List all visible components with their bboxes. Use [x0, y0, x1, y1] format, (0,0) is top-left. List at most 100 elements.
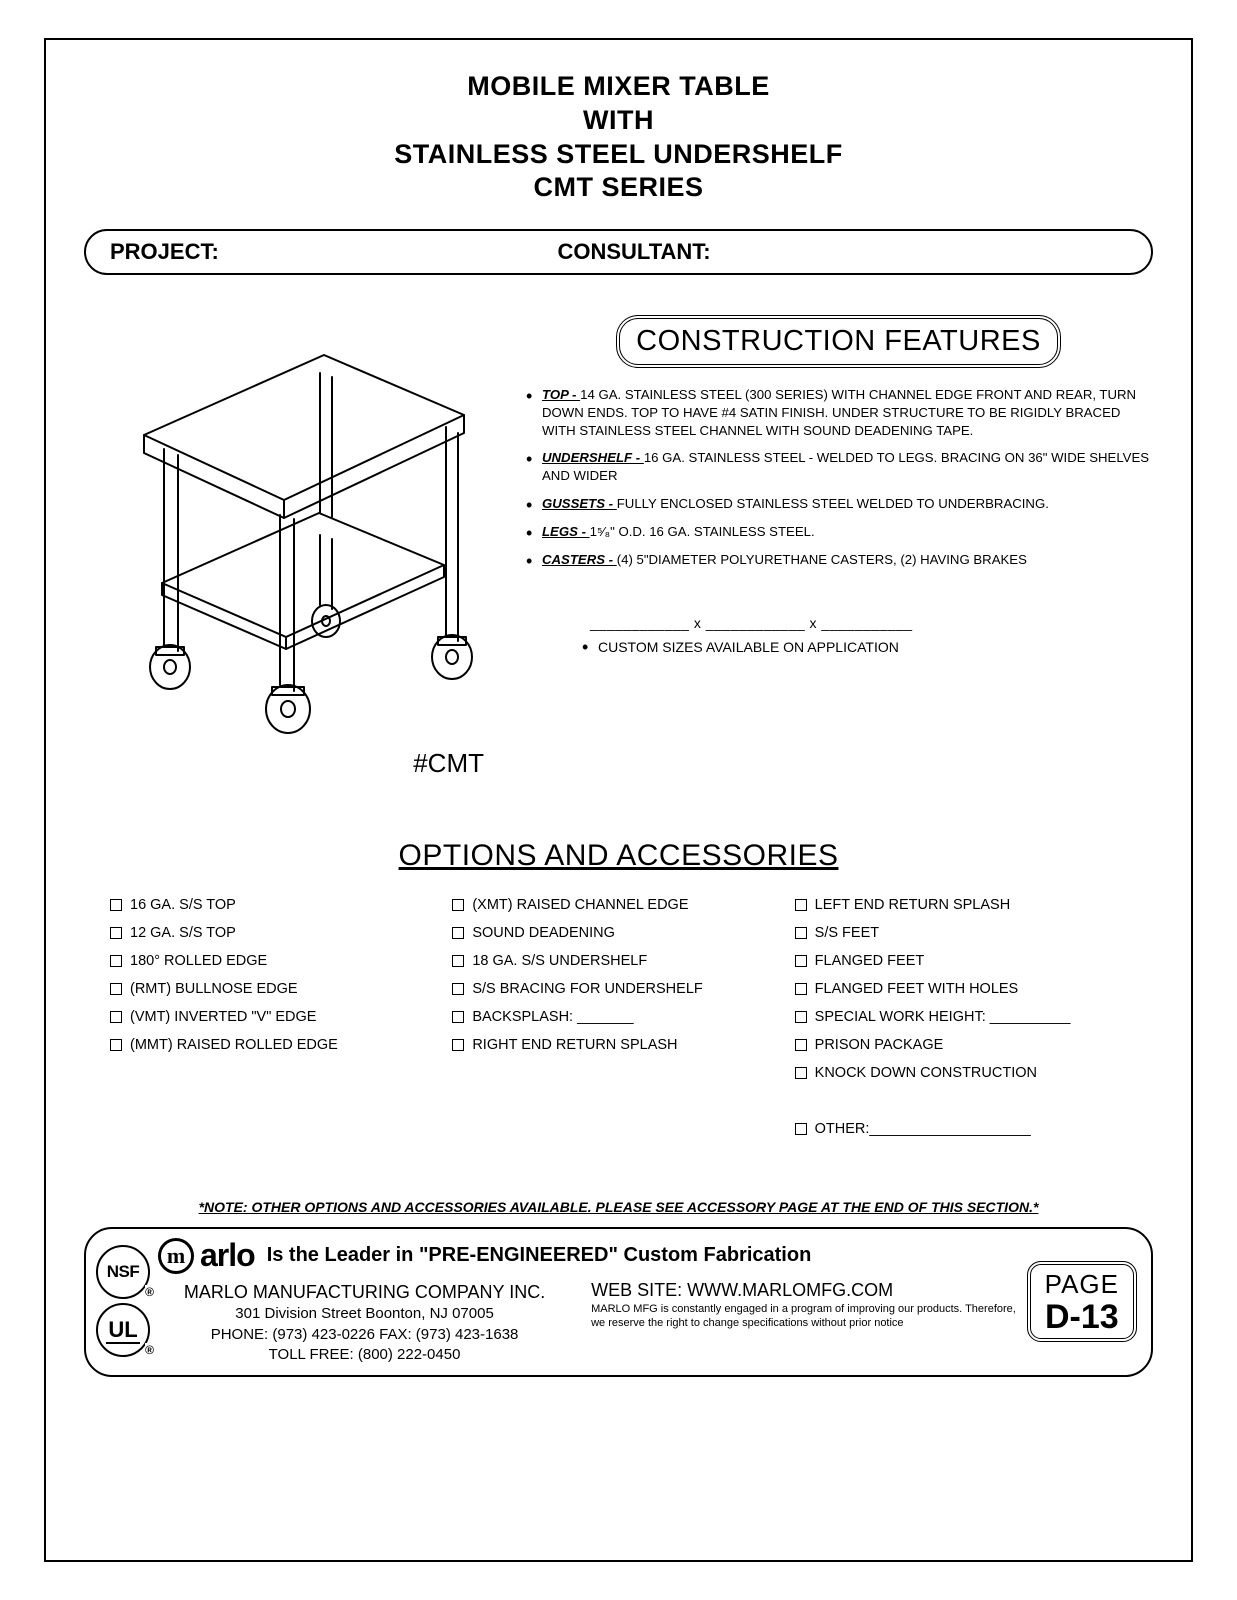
website-url: WEB SITE: WWW.MARLOMFG.COM	[591, 1280, 1019, 1301]
product-image-column: #CMT	[84, 315, 504, 779]
option-item: LEFT END RETURN SPLASH	[795, 897, 1127, 913]
company-name: MARLO MANUFACTURING COMPANY INC.	[158, 1280, 571, 1304]
ul-badge: UL ®	[96, 1303, 150, 1357]
option-item: 12 GA. S/S TOP	[110, 925, 442, 941]
title-line-2: WITH	[84, 104, 1153, 138]
logo-text: arlo	[200, 1237, 255, 1274]
feature-item: TOP - 14 GA. STAINLESS STEEL (300 SERIES…	[524, 386, 1153, 439]
option-label: (XMT) RAISED CHANNEL EDGE	[472, 897, 688, 913]
checkbox-icon[interactable]	[795, 899, 807, 911]
option-item: S/S BRACING FOR UNDERSHELF	[452, 981, 784, 997]
certifications: NSF ® UL ®	[96, 1245, 150, 1357]
mid-row: #CMT CONSTRUCTION FEATURES TOP - 14 GA. …	[84, 315, 1153, 779]
nsf-badge: NSF ®	[96, 1245, 150, 1299]
checkbox-icon[interactable]	[110, 899, 122, 911]
options-column: (XMT) RAISED CHANNEL EDGE SOUND DEADENING…	[452, 897, 784, 1149]
title-block: MOBILE MIXER TABLE WITH STAINLESS STEEL …	[84, 70, 1153, 205]
registered-mark-icon: ®	[145, 1285, 154, 1299]
options-grid: 16 GA. S/S TOP 12 GA. S/S TOP 180° ROLLED …	[84, 897, 1153, 1149]
checkbox-icon[interactable]	[452, 927, 464, 939]
option-item: FLANGED FEET WITH HOLES	[795, 981, 1127, 997]
checkbox-icon[interactable]	[452, 983, 464, 995]
title-line-1: MOBILE MIXER TABLE	[84, 70, 1153, 104]
company-phone: PHONE: (973) 423-0226 FAX: (973) 423-163…	[158, 1325, 571, 1345]
option-label: S/S BRACING FOR UNDERSHELF	[472, 981, 702, 997]
checkbox-icon[interactable]	[110, 927, 122, 939]
options-heading: OPTIONS AND ACCESSORIES	[84, 839, 1153, 873]
option-label: S/S FEET	[815, 925, 879, 941]
option-item: OTHER:____________________	[795, 1121, 1127, 1137]
custom-sizes-note: CUSTOM SIZES AVAILABLE ON APPLICATION	[580, 639, 1153, 655]
option-label: LEFT END RETURN SPLASH	[815, 897, 1011, 913]
feature-item: GUSSETS - FULLY ENCLOSED STAINLESS STEEL…	[524, 495, 1153, 513]
checkbox-icon[interactable]	[110, 1011, 122, 1023]
option-item: PRISON PACKAGE	[795, 1037, 1127, 1053]
checkbox-icon[interactable]	[795, 927, 807, 939]
option-item: BACKSPLASH: _______	[452, 1009, 784, 1025]
features-list: TOP - 14 GA. STAINLESS STEEL (300 SERIES…	[524, 386, 1153, 569]
checkbox-icon[interactable]	[795, 1011, 807, 1023]
feature-item: LEGS - 1⁵⁄₈" O.D. 16 GA. STAINLESS STEEL…	[524, 523, 1153, 541]
option-label: (MMT) RAISED ROLLED EDGE	[130, 1037, 338, 1053]
disclaimer-text: MARLO MFG is constantly engaged in a pro…	[591, 1303, 1019, 1331]
title-line-3: STAINLESS STEEL UNDERSHELF	[84, 138, 1153, 172]
marlo-logo-icon: m	[158, 1238, 194, 1274]
option-item: 16 GA. S/S TOP	[110, 897, 442, 913]
checkbox-icon[interactable]	[452, 1039, 464, 1051]
feature-item: UNDERSHELF - 16 GA. STAINLESS STEEL - WE…	[524, 449, 1153, 485]
options-column: LEFT END RETURN SPLASH S/S FEET FLANGED FE…	[795, 897, 1127, 1149]
footer-info: MARLO MANUFACTURING COMPANY INC. 301 Div…	[158, 1280, 1019, 1365]
option-label: BACKSPLASH: _______	[472, 1009, 633, 1025]
option-item: SOUND DEADENING	[452, 925, 784, 941]
option-label: FLANGED FEET WITH HOLES	[815, 981, 1019, 997]
footer-main: m arlo Is the Leader in "PRE-ENGINEERED"…	[158, 1237, 1019, 1365]
option-item: (RMT) BULLNOSE EDGE	[110, 981, 442, 997]
option-label: KNOCK DOWN CONSTRUCTION	[815, 1065, 1037, 1081]
construction-features-heading: CONSTRUCTION FEATURES	[616, 315, 1061, 368]
option-item: 180° ROLLED EDGE	[110, 953, 442, 969]
company-address: 301 Division Street Boonton, NJ 07005	[158, 1304, 571, 1324]
model-label: #CMT	[84, 748, 504, 779]
accessories-note: *NOTE: OTHER OPTIONS AND ACCESSORIES AVA…	[84, 1199, 1153, 1215]
checkbox-icon[interactable]	[795, 955, 807, 967]
option-label: FLANGED FEET	[815, 953, 925, 969]
option-item: (VMT) INVERTED "V" EDGE	[110, 1009, 442, 1025]
dimension-blanks: ____________ x ____________ x __________…	[580, 615, 1153, 631]
option-label: SPECIAL WORK HEIGHT: __________	[815, 1009, 1071, 1025]
option-label: 180° ROLLED EDGE	[130, 953, 267, 969]
tagline-row: m arlo Is the Leader in "PRE-ENGINEERED"…	[158, 1237, 1019, 1274]
checkbox-icon[interactable]	[452, 899, 464, 911]
checkbox-icon[interactable]	[795, 983, 807, 995]
checkbox-icon[interactable]	[110, 983, 122, 995]
checkbox-icon[interactable]	[110, 955, 122, 967]
option-item: (MMT) RAISED ROLLED EDGE	[110, 1037, 442, 1053]
option-label: (VMT) INVERTED "V" EDGE	[130, 1009, 316, 1025]
feature-item: CASTERS - (4) 5"DIAMETER POLYURETHANE CA…	[524, 551, 1153, 569]
tagline-text: Is the Leader in "PRE-ENGINEERED" Custom…	[267, 1244, 812, 1267]
option-label: PRISON PACKAGE	[815, 1037, 944, 1053]
checkbox-icon[interactable]	[110, 1039, 122, 1051]
features-column: CONSTRUCTION FEATURES TOP - 14 GA. STAIN…	[524, 315, 1153, 779]
dimensions-block: ____________ x ____________ x __________…	[524, 615, 1153, 655]
option-label: RIGHT END RETURN SPLASH	[472, 1037, 677, 1053]
option-item: FLANGED FEET	[795, 953, 1127, 969]
option-item: RIGHT END RETURN SPLASH	[452, 1037, 784, 1053]
options-column: 16 GA. S/S TOP 12 GA. S/S TOP 180° ROLLED …	[110, 897, 442, 1149]
footer-bar: NSF ® UL ® m arlo Is the Leader in "PRE-…	[84, 1227, 1153, 1377]
page-number-box: PAGE D-13	[1027, 1261, 1137, 1342]
checkbox-icon[interactable]	[452, 955, 464, 967]
option-label: OTHER:____________________	[815, 1121, 1031, 1137]
option-label: (RMT) BULLNOSE EDGE	[130, 981, 298, 997]
checkbox-icon[interactable]	[795, 1067, 807, 1079]
checkbox-icon[interactable]	[795, 1123, 807, 1135]
option-item: SPECIAL WORK HEIGHT: __________	[795, 1009, 1127, 1025]
option-item: 18 GA. S/S UNDERSHELF	[452, 953, 784, 969]
consultant-label: CONSULTANT:	[557, 239, 1127, 265]
checkbox-icon[interactable]	[795, 1039, 807, 1051]
page-label: PAGE	[1045, 1269, 1119, 1300]
checkbox-icon[interactable]	[452, 1011, 464, 1023]
option-label: SOUND DEADENING	[472, 925, 615, 941]
registered-mark-icon: ®	[145, 1343, 154, 1357]
option-label: 16 GA. S/S TOP	[130, 897, 236, 913]
company-tollfree: TOLL FREE: (800) 222-0450	[158, 1345, 571, 1365]
